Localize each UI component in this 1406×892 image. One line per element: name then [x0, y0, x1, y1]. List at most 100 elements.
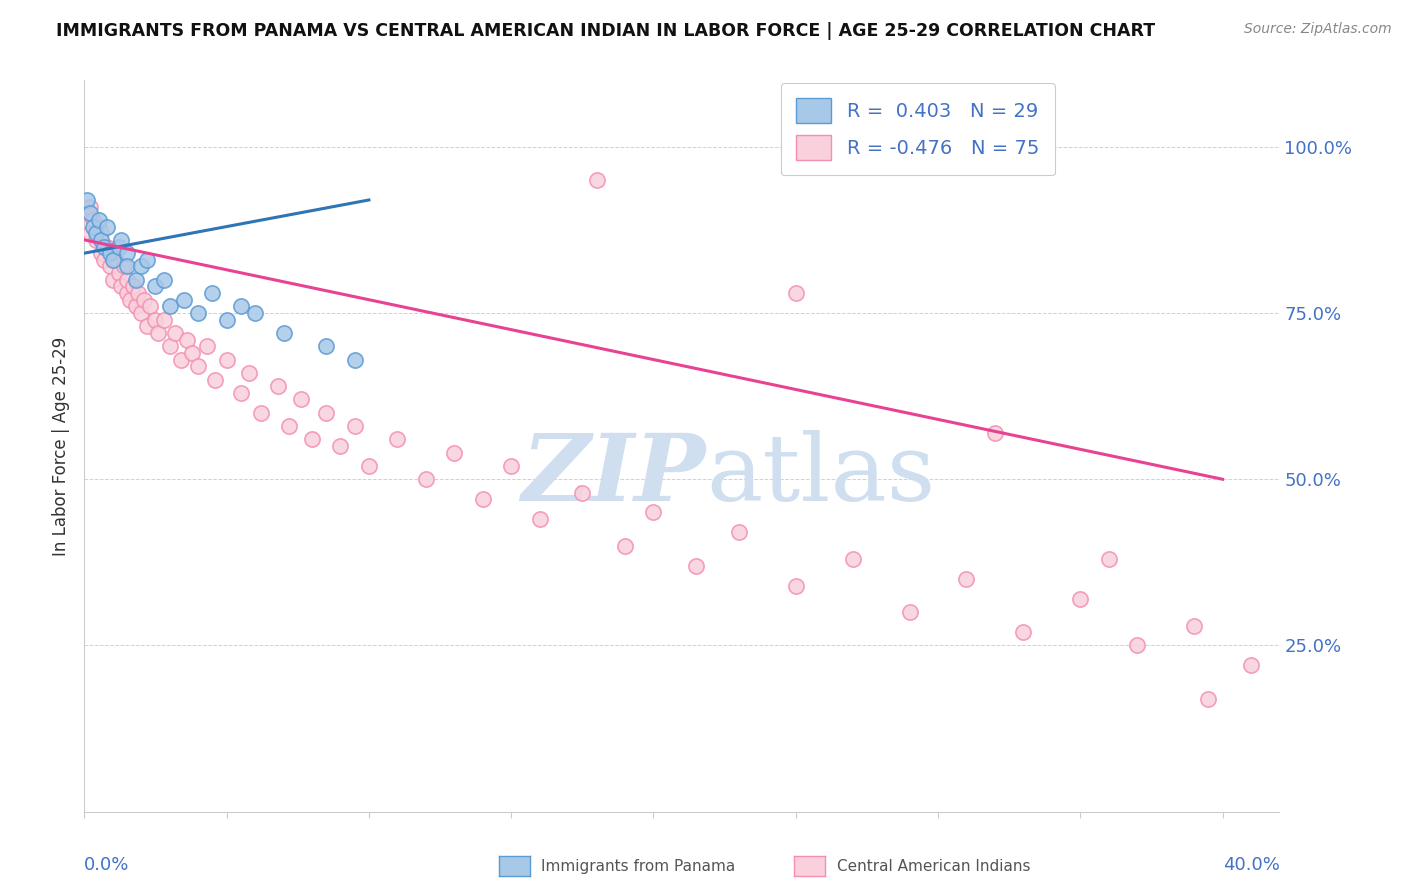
Point: [471, 492, 494, 507]
Point: [76, 193, 98, 207]
Point: [176, 333, 198, 347]
Point: [170, 352, 193, 367]
Text: IMMIGRANTS FROM PANAMA VS CENTRAL AMERICAN INDIAN IN LABOR FORCE | AGE 25-29 COR: IMMIGRANTS FROM PANAMA VS CENTRAL AMERIC…: [56, 22, 1156, 40]
Point: [173, 293, 195, 307]
Point: [1240, 658, 1263, 673]
Point: [343, 419, 366, 434]
Point: [1197, 691, 1219, 706]
Point: [145, 312, 167, 326]
Point: [104, 252, 127, 267]
Point: [118, 293, 141, 307]
Point: [984, 425, 1007, 440]
Point: [115, 286, 138, 301]
Point: [841, 552, 863, 566]
Point: [110, 279, 132, 293]
Point: [501, 458, 523, 473]
Point: [387, 433, 409, 447]
Point: [1126, 639, 1149, 653]
Point: [343, 352, 366, 367]
Point: [357, 458, 380, 473]
Point: [148, 326, 170, 340]
Point: [443, 445, 465, 459]
Point: [101, 246, 124, 260]
Point: [93, 252, 115, 267]
Text: atlas: atlas: [706, 430, 935, 520]
Point: [107, 239, 129, 253]
Legend: R =  0.403   N = 29, R = -0.476   N = 75: R = 0.403 N = 29, R = -0.476 N = 75: [780, 83, 1054, 176]
Point: [415, 472, 437, 486]
Point: [115, 273, 138, 287]
Y-axis label: In Labor Force | Age 25-29: In Labor Force | Age 25-29: [52, 336, 70, 556]
Point: [229, 385, 252, 400]
Point: [84, 226, 107, 240]
Text: 0.0%: 0.0%: [84, 855, 129, 873]
Point: [139, 299, 162, 313]
Point: [195, 339, 218, 353]
Point: [529, 512, 551, 526]
Point: [136, 252, 159, 267]
Text: 40.0%: 40.0%: [1223, 855, 1279, 873]
Point: [571, 485, 593, 500]
Point: [84, 233, 107, 247]
Point: [301, 433, 323, 447]
Point: [98, 246, 121, 260]
Point: [685, 558, 707, 573]
Point: [101, 273, 124, 287]
Point: [187, 359, 209, 374]
Point: [90, 226, 112, 240]
Point: [96, 219, 118, 234]
Point: [76, 206, 98, 220]
Point: [238, 366, 260, 380]
Point: [79, 200, 101, 214]
Point: [315, 406, 337, 420]
Point: [249, 406, 271, 420]
Point: [181, 346, 204, 360]
Point: [107, 266, 129, 280]
Point: [785, 286, 807, 301]
Point: [585, 173, 607, 187]
Point: [614, 539, 637, 553]
Point: [115, 246, 138, 260]
Point: [112, 260, 135, 274]
Point: [129, 306, 152, 320]
Point: [165, 326, 187, 340]
Text: Immigrants from Panama: Immigrants from Panama: [541, 859, 735, 873]
Point: [204, 372, 226, 386]
Point: [215, 352, 238, 367]
Point: [215, 312, 238, 326]
Text: Central American Indians: Central American Indians: [837, 859, 1031, 873]
Point: [329, 439, 352, 453]
Point: [1182, 618, 1205, 632]
Text: Source: ZipAtlas.com: Source: ZipAtlas.com: [1244, 22, 1392, 37]
Point: [87, 213, 110, 227]
Point: [1069, 591, 1091, 606]
Point: [159, 339, 181, 353]
Point: [898, 605, 921, 619]
Point: [153, 273, 176, 287]
Point: [124, 299, 146, 313]
Point: [79, 226, 101, 240]
Point: [955, 572, 977, 586]
Point: [82, 219, 104, 234]
Text: ZIP: ZIP: [522, 430, 706, 520]
Point: [132, 293, 156, 307]
Point: [87, 219, 110, 234]
Point: [273, 326, 295, 340]
Point: [1098, 552, 1121, 566]
Point: [110, 233, 132, 247]
Point: [121, 279, 143, 293]
Point: [159, 299, 181, 313]
Point: [278, 419, 301, 434]
Point: [101, 252, 124, 267]
Point: [127, 286, 149, 301]
Point: [315, 339, 337, 353]
Point: [98, 260, 121, 274]
Point: [79, 206, 101, 220]
Point: [290, 392, 312, 407]
Point: [136, 319, 159, 334]
Point: [153, 312, 176, 326]
Point: [90, 233, 112, 247]
Point: [129, 260, 152, 274]
Point: [96, 239, 118, 253]
Point: [1012, 625, 1035, 640]
